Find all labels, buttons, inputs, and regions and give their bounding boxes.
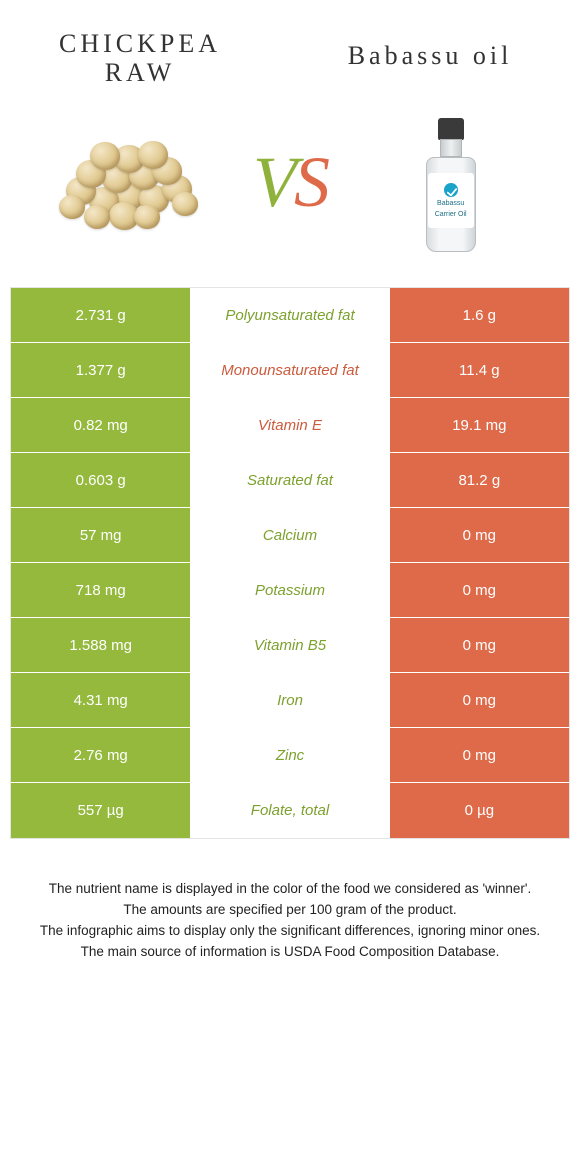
table-row: 4.31 mgIron0 mg — [11, 673, 569, 728]
nutrient-name: Monounsaturated fat — [190, 343, 389, 397]
vs-v: V — [253, 142, 294, 222]
bottle-label-line2: Carrier Oil — [435, 211, 467, 219]
table-row: 0.603 gSaturated fat81.2 g — [11, 453, 569, 508]
footer-line: The infographic aims to display only the… — [30, 921, 550, 942]
table-row: 1.588 mgVitamin B50 mg — [11, 618, 569, 673]
left-value: 0.603 g — [11, 453, 190, 507]
right-value: 11.4 g — [390, 343, 569, 397]
bottle-label-line1: Babassu — [437, 200, 464, 208]
footer-line: The main source of information is USDA F… — [30, 942, 550, 963]
right-value: 0 µg — [390, 783, 569, 838]
babassu-oil-image: Babassu Carrier Oil — [376, 117, 526, 247]
hero-row: VS Babassu Carrier Oil — [0, 97, 580, 287]
footer-notes: The nutrient name is displayed in the co… — [0, 839, 580, 963]
left-value: 4.31 mg — [11, 673, 190, 727]
footer-line: The nutrient name is displayed in the co… — [30, 879, 550, 900]
nutrient-name: Zinc — [190, 728, 389, 782]
right-value: 0 mg — [390, 728, 569, 782]
header: CHICKPEA RAW Babassu oil — [0, 0, 580, 97]
table-row: 2.76 mgZinc0 mg — [11, 728, 569, 783]
left-value: 1.377 g — [11, 343, 190, 397]
table-row: 57 mgCalcium0 mg — [11, 508, 569, 563]
right-value: 19.1 mg — [390, 398, 569, 452]
nutrient-name: Polyunsaturated fat — [190, 288, 389, 342]
left-food-title: CHICKPEA RAW — [40, 30, 240, 87]
right-value: 0 mg — [390, 563, 569, 617]
vs-s: S — [294, 142, 327, 222]
nutrient-name: Saturated fat — [190, 453, 389, 507]
right-value: 0 mg — [390, 673, 569, 727]
left-value: 2.76 mg — [11, 728, 190, 782]
right-value: 1.6 g — [390, 288, 569, 342]
right-value: 81.2 g — [390, 453, 569, 507]
left-value: 57 mg — [11, 508, 190, 562]
right-value: 0 mg — [390, 618, 569, 672]
right-food-title: Babassu oil — [320, 30, 540, 87]
left-value: 2.731 g — [11, 288, 190, 342]
right-value: 0 mg — [390, 508, 569, 562]
nutrient-name: Vitamin B5 — [190, 618, 389, 672]
vs-label: VS — [253, 141, 327, 224]
nutrient-name: Calcium — [190, 508, 389, 562]
comparison-table: 2.731 gPolyunsaturated fat1.6 g1.377 gMo… — [10, 287, 570, 839]
nutrient-name: Vitamin E — [190, 398, 389, 452]
bottle-logo-icon — [444, 183, 458, 197]
footer-line: The amounts are specified per 100 gram o… — [30, 900, 550, 921]
nutrient-name: Folate, total — [190, 783, 389, 838]
table-row: 2.731 gPolyunsaturated fat1.6 g — [11, 288, 569, 343]
left-value: 718 mg — [11, 563, 190, 617]
table-row: 0.82 mgVitamin E19.1 mg — [11, 398, 569, 453]
left-value: 1.588 mg — [11, 618, 190, 672]
left-value: 0.82 mg — [11, 398, 190, 452]
table-row: 557 µgFolate, total0 µg — [11, 783, 569, 838]
nutrient-name: Potassium — [190, 563, 389, 617]
chickpea-image — [54, 117, 204, 247]
table-row: 1.377 gMonounsaturated fat11.4 g — [11, 343, 569, 398]
table-row: 718 mgPotassium0 mg — [11, 563, 569, 618]
nutrient-name: Iron — [190, 673, 389, 727]
left-value: 557 µg — [11, 783, 190, 838]
